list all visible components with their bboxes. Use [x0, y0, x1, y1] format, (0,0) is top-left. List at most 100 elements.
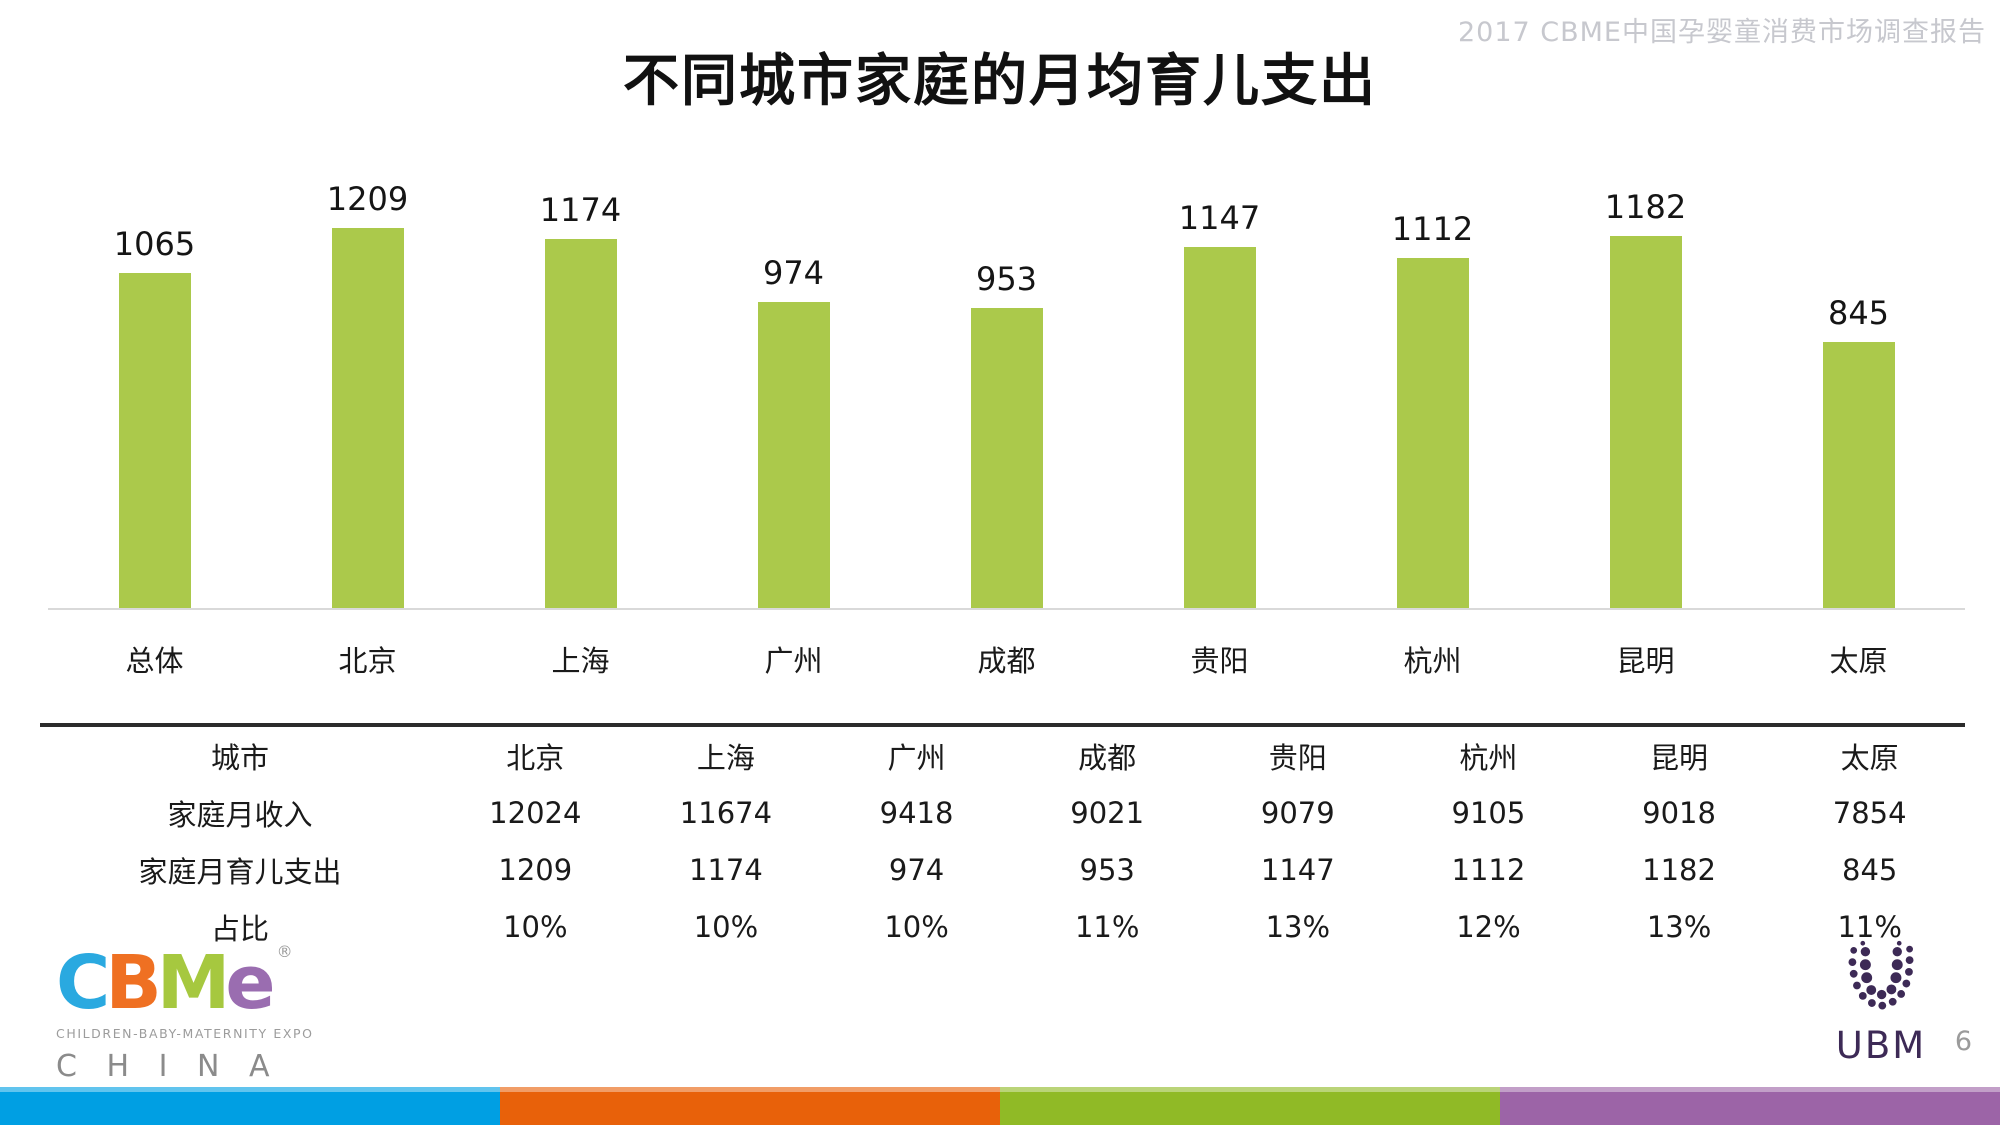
table-cell: 贵阳 [1268, 740, 1327, 775]
table-cell: 9105 [1451, 795, 1526, 830]
x-axis-label: 杭州 [1403, 644, 1462, 678]
x-axis-label: 北京 [338, 644, 397, 678]
table-cell: 9018 [1642, 795, 1716, 830]
table-cell: 北京 [506, 740, 565, 775]
table-cell: 广州 [887, 740, 946, 775]
bar-column: 1209 [261, 180, 474, 608]
table-cell: 11% [1837, 909, 1902, 944]
registered-mark: ® [276, 942, 293, 961]
ubm-logo: UBM [1826, 940, 1936, 1067]
table-cell: 12% [1456, 909, 1521, 944]
table-row: 城市 北京 上海 广州 成都 贵阳 杭州 昆明 太原 [40, 727, 1965, 784]
table-cell: 12024 [489, 795, 582, 830]
table-row-label: 家庭月育儿支出 [138, 854, 342, 889]
bar-value-label: 974 [762, 254, 825, 292]
table-cell: 11674 [679, 795, 773, 830]
bar-value-label: 1182 [1604, 188, 1687, 226]
x-axis-label: 总体 [125, 644, 184, 678]
bar-column: 953 [900, 260, 1113, 608]
ubm-dots-icon [1848, 940, 1914, 1010]
table-cell: 7854 [1832, 795, 1907, 830]
bar [1822, 342, 1895, 608]
bar [544, 239, 617, 608]
table-row-label: 占比 [210, 911, 269, 946]
table-cell: 太原 [1840, 740, 1899, 775]
footer-strip-segment [1500, 1087, 2000, 1125]
bar-column: 1065 [48, 225, 261, 608]
table-row-label: 城市 [210, 740, 269, 775]
x-axis-label: 广州 [764, 644, 823, 678]
table-cell: 13% [1646, 909, 1712, 944]
footer-strip-segment [0, 1087, 500, 1125]
table-cell: 上海 [696, 740, 755, 775]
bar-value-label: 1112 [1391, 210, 1474, 248]
cbme-logo-letter: e [225, 940, 275, 1026]
footer-strip-segment [500, 1087, 1000, 1125]
table-cell: 10% [693, 909, 759, 944]
slide-title: 不同城市家庭的月均育儿支出 [623, 49, 1377, 114]
bar-column: 1182 [1539, 188, 1752, 608]
table-cell: 9418 [879, 795, 954, 830]
table-cell: 845 [1842, 852, 1898, 887]
bar-value-label: 1209 [326, 180, 409, 218]
bar [331, 228, 404, 608]
table-cell: 成都 [1078, 740, 1137, 775]
x-axis-labels: 总体 北京 上海 广州 成都 贵阳 杭州 昆明 太原 [48, 638, 1965, 680]
bar-chart: 1065 1209 1174 974 953 1147 1112 1182 845 总体 北京 上海… [48, 150, 1965, 678]
table-cell: 1112 [1451, 852, 1526, 887]
table-row: 家庭月收入 12024 11674 9418 9021 9079 9105 9018 7854 [40, 784, 1965, 841]
table-cell: 昆明 [1650, 740, 1709, 775]
report-watermark: 2017 CBME中国孕婴童消费市场调查报告 [1457, 17, 1986, 48]
table-cell: 974 [888, 852, 945, 887]
cbme-tagline: CHILDREN-BABY-MATERNITY EXPO [56, 1026, 314, 1041]
x-axis-label: 贵阳 [1190, 644, 1249, 678]
table-cell: 13% [1265, 909, 1331, 944]
cbme-logo: CBMe ® CHILDREN-BABY-MATERNITY EXPO C H I… [56, 940, 314, 1085]
table-cell: 9079 [1260, 795, 1335, 830]
table-cell: 11% [1074, 909, 1140, 944]
table-cell: 10% [503, 909, 568, 944]
footer-strip-segment [1000, 1087, 1500, 1125]
x-axis-line [48, 608, 1965, 610]
page-number: 6 [1954, 1026, 1972, 1057]
bar-column: 1112 [1326, 210, 1539, 608]
table-row: 占比 10% 10% 10% 11% 13% 12% 13% 11% [40, 898, 1965, 955]
table-cell: 953 [1079, 852, 1135, 887]
bar [1609, 236, 1682, 608]
table-cell: 10% [884, 909, 949, 944]
cbme-logo-letters: CBMe ® [56, 940, 296, 1026]
data-table: 城市 北京 上海 广州 成都 贵阳 杭州 昆明 太原家庭月收入 12024 11674 9418 902… [40, 723, 1965, 955]
ubm-wordmark: UBM [1835, 1024, 1927, 1067]
table-cell: 1174 [689, 852, 763, 887]
bar-column: 1147 [1113, 199, 1326, 608]
cbme-logo-letter: C [56, 940, 110, 1026]
table-cell: 9021 [1070, 795, 1145, 830]
bar [1183, 247, 1256, 608]
chart-plot-area: 1065 1209 1174 974 953 1147 1112 1182 845 [48, 150, 1965, 608]
bar [757, 302, 830, 608]
x-axis-label: 昆明 [1616, 644, 1675, 678]
bar-value-label: 1174 [539, 191, 622, 229]
bar [970, 308, 1043, 608]
table-row: 家庭月育儿支出 1209 1174 974 953 1147 1112 1182 845 [40, 841, 1965, 898]
table-cell: 1147 [1260, 852, 1335, 887]
cbme-china-label: C H I N A [56, 1049, 280, 1084]
table-row-label: 家庭月收入 [167, 797, 313, 832]
bar [118, 273, 191, 608]
bar-value-label: 845 [1827, 294, 1890, 332]
bar-column: 974 [687, 254, 900, 608]
x-axis-label: 成都 [977, 644, 1036, 678]
bar [1396, 258, 1469, 608]
bar-value-label: 1147 [1178, 199, 1261, 237]
table-cell: 1209 [498, 852, 573, 887]
x-axis-label: 太原 [1829, 644, 1888, 678]
table-cell: 杭州 [1459, 740, 1518, 775]
bar-column: 1174 [474, 191, 687, 608]
cbme-logo-letter: M [156, 940, 231, 1026]
bar-value-label: 1065 [113, 225, 196, 263]
footer-color-strip [0, 1087, 2000, 1125]
x-axis-label: 上海 [551, 644, 610, 678]
bar-value-label: 953 [975, 260, 1038, 298]
bar-column: 845 [1752, 294, 1965, 608]
table-cell: 1182 [1642, 852, 1716, 887]
